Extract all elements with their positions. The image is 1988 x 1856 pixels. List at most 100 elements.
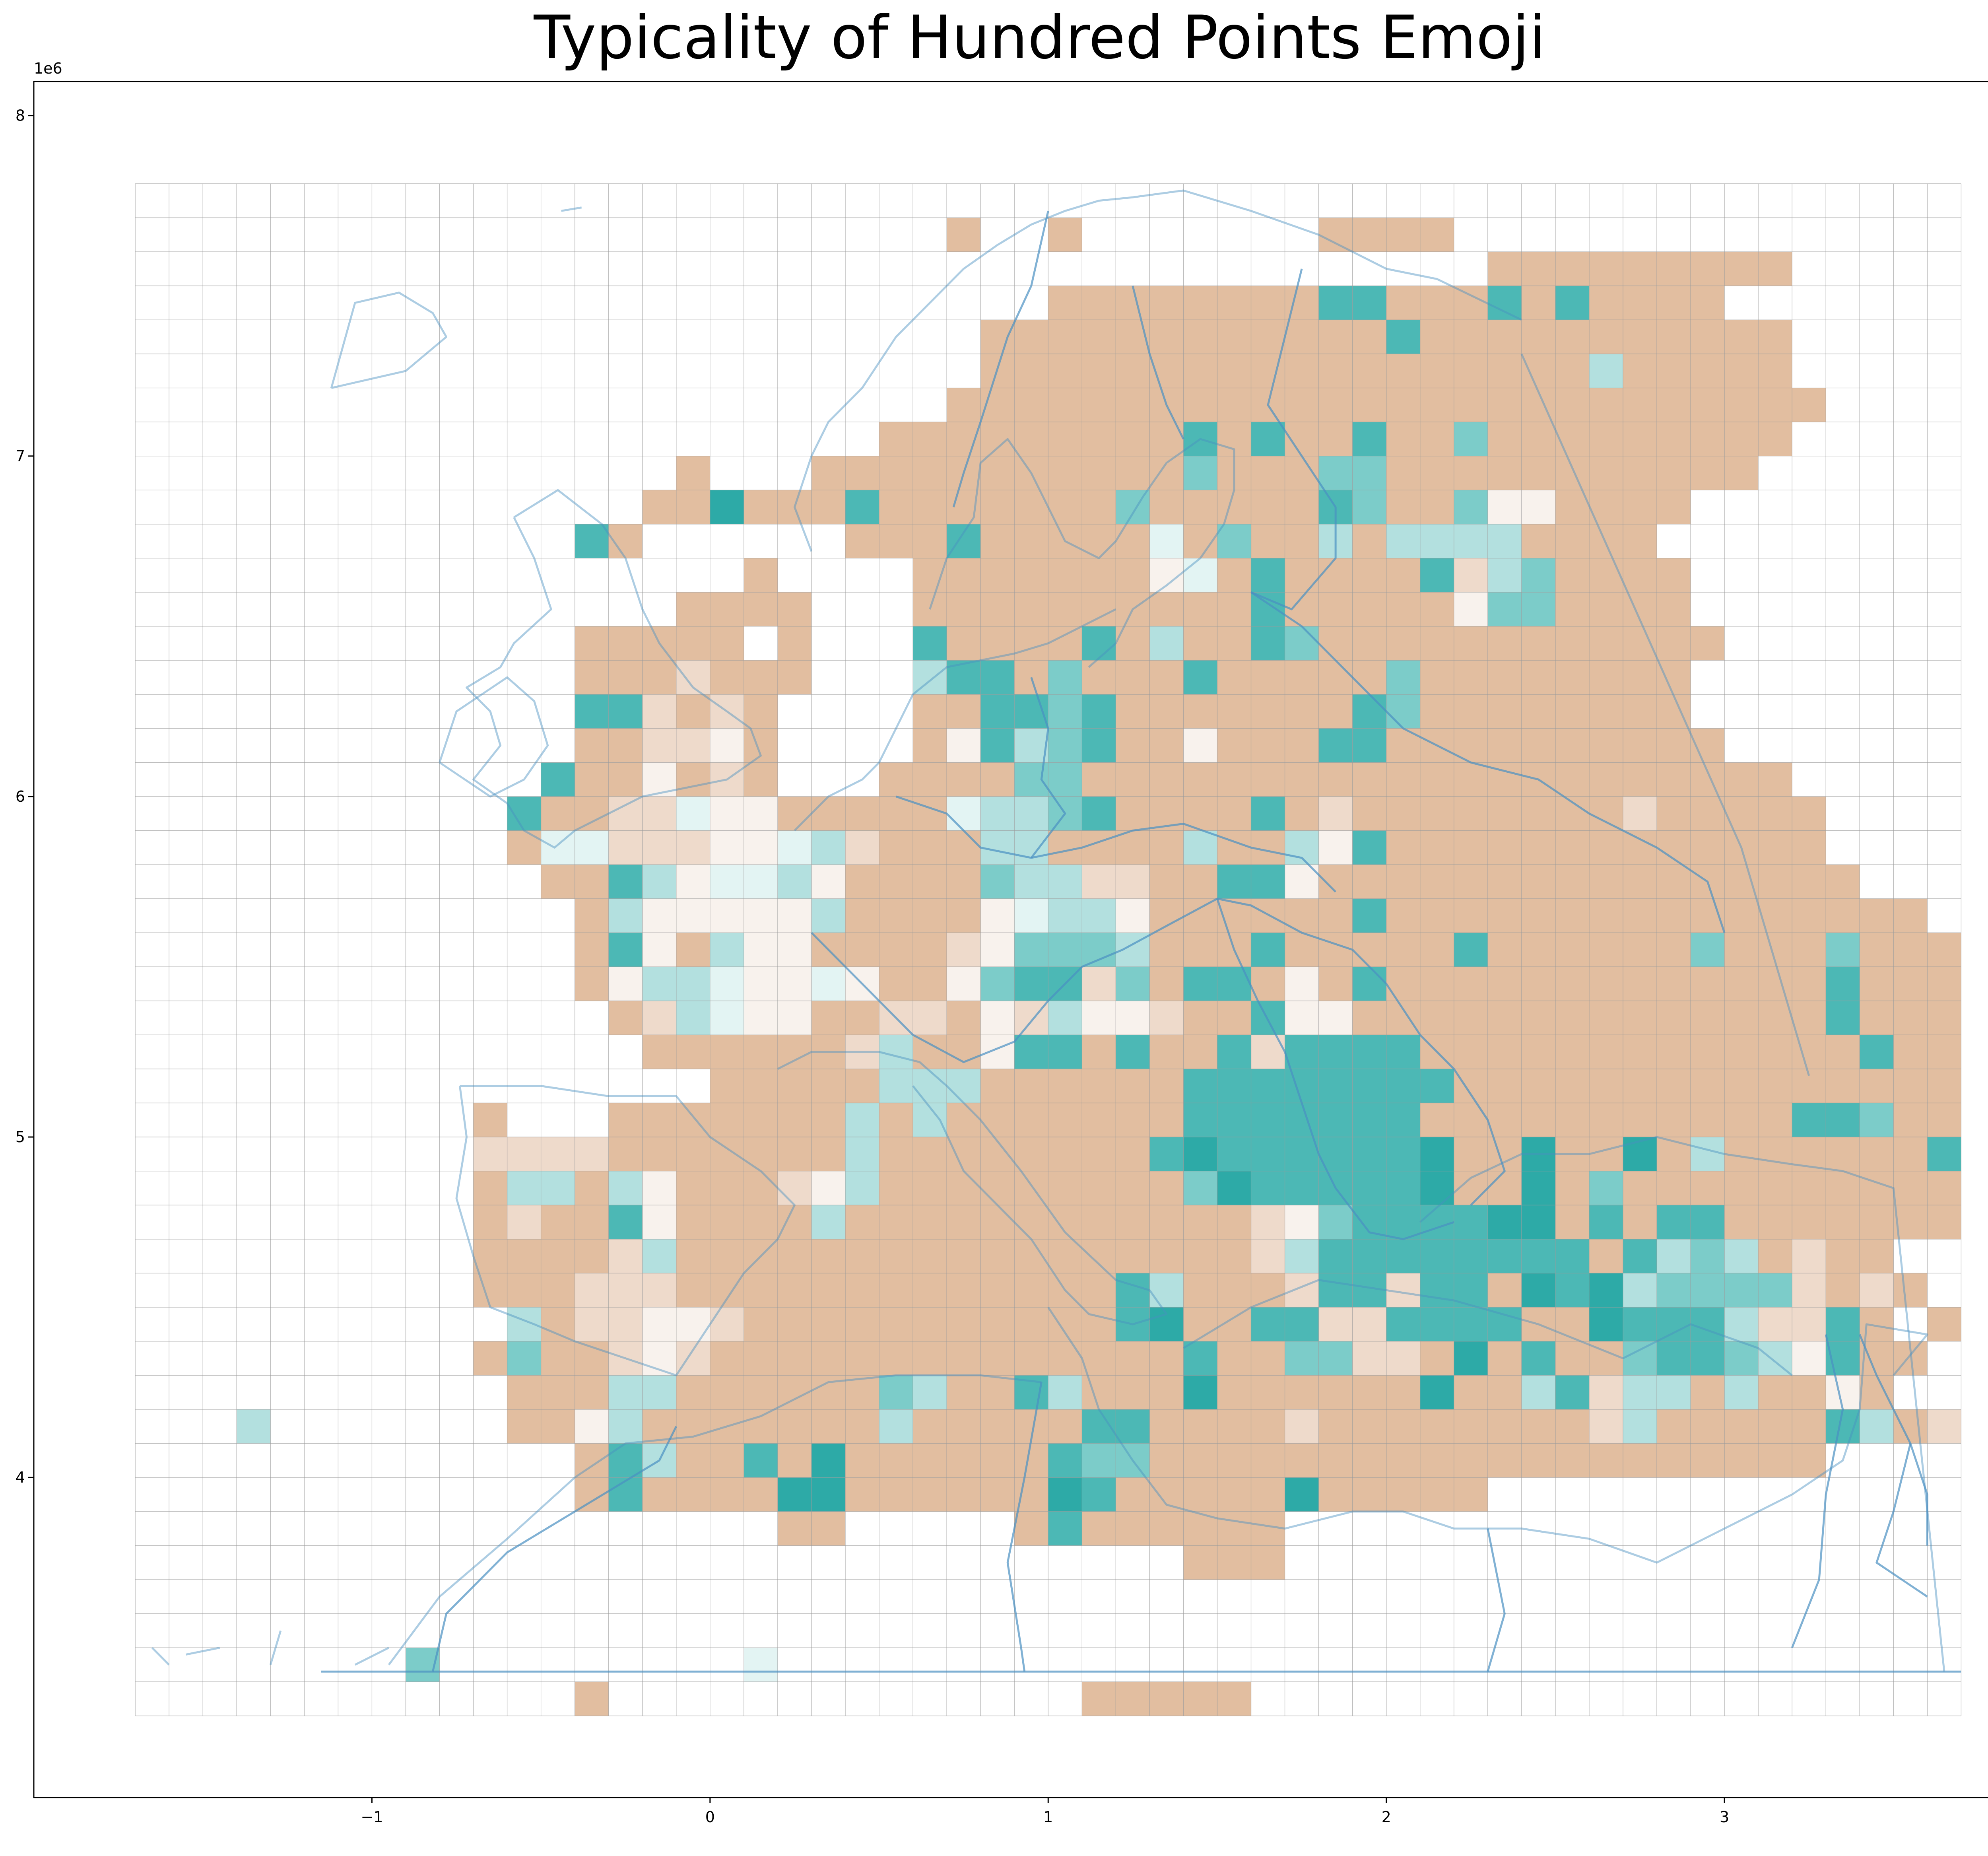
heat-cell bbox=[1318, 966, 1353, 1001]
heat-cell bbox=[1691, 933, 1725, 967]
heat-cell bbox=[1792, 1069, 1826, 1103]
heat-cell bbox=[1318, 1069, 1353, 1103]
heat-cell bbox=[947, 796, 981, 831]
heat-cell bbox=[947, 1137, 981, 1171]
heat-cell bbox=[1183, 354, 1217, 388]
heat-cell bbox=[1251, 1137, 1285, 1171]
heat-cell bbox=[1251, 320, 1285, 354]
heat-cell bbox=[710, 830, 744, 865]
heat-cell bbox=[1724, 320, 1759, 354]
heat-cell bbox=[1893, 966, 1928, 1001]
heat-cell bbox=[575, 796, 609, 831]
heat-cell bbox=[1657, 1001, 1691, 1035]
heat-cell bbox=[980, 1103, 1015, 1137]
heat-cell bbox=[608, 1103, 643, 1137]
heat-cell bbox=[1521, 1341, 1555, 1376]
heat-cell bbox=[1217, 966, 1251, 1001]
heat-cell bbox=[1183, 456, 1217, 490]
heat-cell bbox=[1082, 1477, 1116, 1512]
heat-cell bbox=[1555, 1035, 1589, 1069]
heat-cell bbox=[913, 694, 947, 729]
heat-cell bbox=[1014, 388, 1048, 422]
heat-cell bbox=[879, 762, 913, 797]
heat-cell bbox=[1352, 422, 1386, 456]
heat-cell bbox=[913, 626, 947, 661]
country-border bbox=[1030, 677, 1066, 859]
heat-cell bbox=[1589, 1409, 1623, 1444]
heat-cell bbox=[1623, 1273, 1657, 1308]
heat-cell bbox=[1589, 1069, 1623, 1103]
heat-cell bbox=[879, 1409, 913, 1444]
heat-cell bbox=[1623, 422, 1657, 456]
heat-cell bbox=[1251, 1375, 1285, 1409]
heat-cell bbox=[980, 728, 1015, 763]
heat-cell bbox=[575, 966, 609, 1001]
heat-cell bbox=[1454, 865, 1488, 899]
heat-cell bbox=[1724, 1137, 1759, 1171]
heat-cell bbox=[1927, 1307, 1961, 1341]
heat-cell bbox=[1521, 728, 1555, 763]
heat-cell bbox=[1657, 626, 1691, 661]
heat-cell bbox=[1048, 1477, 1082, 1512]
heat-cell bbox=[710, 1035, 744, 1069]
heat-cell bbox=[845, 1137, 879, 1171]
heat-cell bbox=[642, 1239, 676, 1273]
heat-cell bbox=[1420, 966, 1454, 1001]
heat-cell bbox=[1893, 1341, 1928, 1376]
heat-cell bbox=[777, 1171, 812, 1205]
heat-cell bbox=[1623, 762, 1657, 797]
heat-cell bbox=[1555, 592, 1589, 626]
heat-cell bbox=[1623, 865, 1657, 899]
heat-cell bbox=[1724, 762, 1759, 797]
heat-cell bbox=[676, 626, 710, 661]
heat-cell bbox=[1420, 626, 1454, 661]
heat-cell bbox=[1014, 320, 1048, 354]
heat-cell bbox=[744, 1171, 778, 1205]
heat-cell bbox=[1420, 1001, 1454, 1035]
heat-cell bbox=[1149, 1681, 1184, 1716]
heat-cell bbox=[1116, 1239, 1150, 1273]
heat-cell bbox=[1454, 456, 1488, 490]
heat-cell bbox=[1487, 933, 1522, 967]
heat-cell bbox=[642, 830, 676, 865]
heat-cell bbox=[1352, 1375, 1386, 1409]
heat-cell bbox=[1217, 1001, 1251, 1035]
heat-cell bbox=[1487, 1205, 1522, 1239]
heat-cell bbox=[811, 898, 846, 933]
heat-cell bbox=[1860, 966, 1894, 1001]
coastline bbox=[466, 489, 762, 849]
heat-cell bbox=[811, 1103, 846, 1137]
heat-cell bbox=[1318, 388, 1353, 422]
heat-cell bbox=[879, 1341, 913, 1376]
heat-cell bbox=[1183, 1069, 1217, 1103]
heat-cell bbox=[1386, 933, 1420, 967]
heat-cell bbox=[879, 422, 913, 456]
heat-cell bbox=[1521, 524, 1555, 558]
heat-cell bbox=[1555, 354, 1589, 388]
heat-cell bbox=[1826, 1137, 1860, 1171]
heat-cell bbox=[1758, 1137, 1792, 1171]
heat-cell bbox=[710, 1307, 744, 1341]
country-borders bbox=[321, 210, 1961, 1673]
heat-cell bbox=[1487, 660, 1522, 695]
heat-cell bbox=[1623, 933, 1657, 967]
heat-cell bbox=[1352, 660, 1386, 695]
heat-cell bbox=[1217, 1375, 1251, 1409]
heat-cell bbox=[1623, 966, 1657, 1001]
heat-cell bbox=[1048, 898, 1082, 933]
heat-cell bbox=[1285, 966, 1319, 1001]
heat-cell bbox=[913, 1409, 947, 1444]
heat-cell bbox=[1893, 898, 1928, 933]
heat-cell bbox=[1352, 966, 1386, 1001]
heat-cell bbox=[1217, 1171, 1251, 1205]
heat-cell bbox=[980, 1069, 1015, 1103]
heat-cell bbox=[1318, 456, 1353, 490]
heat-cell bbox=[541, 762, 575, 797]
heat-cell bbox=[1792, 1205, 1826, 1239]
heat-cell bbox=[1352, 1205, 1386, 1239]
heat-cell bbox=[1386, 558, 1420, 593]
heat-cell bbox=[1217, 1239, 1251, 1273]
heat-cell bbox=[1082, 796, 1116, 831]
heat-cell bbox=[1589, 1443, 1623, 1478]
heat-cell bbox=[1555, 1103, 1589, 1137]
